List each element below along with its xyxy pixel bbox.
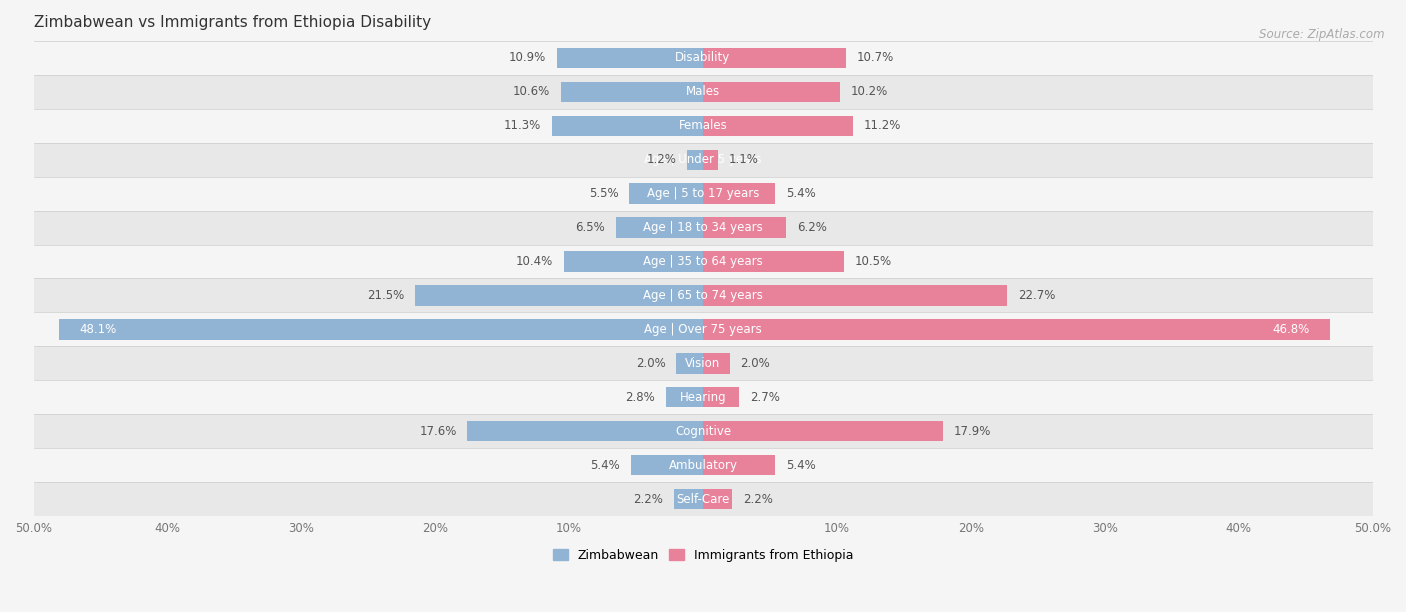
- Text: Cognitive: Cognitive: [675, 425, 731, 438]
- Bar: [34, 448, 1372, 482]
- Text: 10.4%: 10.4%: [516, 255, 553, 268]
- Text: 1.2%: 1.2%: [647, 153, 676, 166]
- Text: 6.2%: 6.2%: [797, 221, 827, 234]
- Text: Zimbabwean vs Immigrants from Ethiopia Disability: Zimbabwean vs Immigrants from Ethiopia D…: [34, 15, 430, 30]
- Text: Disability: Disability: [675, 51, 731, 64]
- Bar: [34, 211, 1372, 245]
- Text: 11.3%: 11.3%: [503, 119, 541, 132]
- Text: 6.5%: 6.5%: [575, 221, 605, 234]
- Bar: [703, 455, 775, 476]
- Text: 11.2%: 11.2%: [863, 119, 901, 132]
- Text: Ambulatory: Ambulatory: [668, 458, 738, 472]
- Legend: Zimbabwean, Immigrants from Ethiopia: Zimbabwean, Immigrants from Ethiopia: [547, 544, 859, 567]
- Text: Source: ZipAtlas.com: Source: ZipAtlas.com: [1260, 28, 1385, 40]
- Bar: [703, 353, 730, 373]
- Text: 48.1%: 48.1%: [79, 323, 117, 336]
- Text: 10.9%: 10.9%: [509, 51, 547, 64]
- Text: 2.0%: 2.0%: [741, 357, 770, 370]
- Bar: [676, 353, 703, 373]
- Bar: [631, 455, 703, 476]
- Text: Age | 65 to 74 years: Age | 65 to 74 years: [643, 289, 763, 302]
- Bar: [34, 313, 1372, 346]
- Text: 5.5%: 5.5%: [589, 187, 619, 200]
- Text: Hearing: Hearing: [679, 391, 727, 404]
- Text: 2.8%: 2.8%: [626, 391, 655, 404]
- Bar: [34, 278, 1372, 313]
- Text: Self-Care: Self-Care: [676, 493, 730, 506]
- Text: 5.4%: 5.4%: [786, 458, 815, 472]
- Bar: [703, 387, 740, 408]
- Bar: [703, 285, 1007, 305]
- Bar: [564, 252, 703, 272]
- Bar: [703, 48, 846, 68]
- Bar: [34, 143, 1372, 177]
- Text: 17.6%: 17.6%: [419, 425, 457, 438]
- Bar: [703, 116, 853, 136]
- Bar: [59, 319, 703, 340]
- Text: 22.7%: 22.7%: [1018, 289, 1054, 302]
- Text: 2.2%: 2.2%: [744, 493, 773, 506]
- Bar: [34, 380, 1372, 414]
- Bar: [34, 41, 1372, 75]
- Bar: [34, 482, 1372, 516]
- Bar: [34, 414, 1372, 448]
- Text: Females: Females: [679, 119, 727, 132]
- Text: Age | Under 5 years: Age | Under 5 years: [644, 153, 762, 166]
- Text: 1.1%: 1.1%: [728, 153, 758, 166]
- Bar: [703, 252, 844, 272]
- Bar: [34, 177, 1372, 211]
- Text: Age | Over 75 years: Age | Over 75 years: [644, 323, 762, 336]
- Text: 17.9%: 17.9%: [953, 425, 991, 438]
- Bar: [34, 109, 1372, 143]
- Text: 10.2%: 10.2%: [851, 85, 887, 99]
- Text: 2.0%: 2.0%: [636, 357, 665, 370]
- Bar: [630, 184, 703, 204]
- Text: 21.5%: 21.5%: [367, 289, 405, 302]
- Text: Males: Males: [686, 85, 720, 99]
- Bar: [703, 421, 942, 441]
- Bar: [561, 81, 703, 102]
- Bar: [665, 387, 703, 408]
- Bar: [703, 184, 775, 204]
- Text: Age | 18 to 34 years: Age | 18 to 34 years: [643, 221, 763, 234]
- Bar: [703, 81, 839, 102]
- Bar: [703, 319, 1330, 340]
- Bar: [673, 489, 703, 509]
- Bar: [703, 149, 717, 170]
- Text: 5.4%: 5.4%: [786, 187, 815, 200]
- Bar: [34, 245, 1372, 278]
- Text: 46.8%: 46.8%: [1272, 323, 1309, 336]
- Text: 2.7%: 2.7%: [749, 391, 780, 404]
- Text: 10.6%: 10.6%: [513, 85, 550, 99]
- Bar: [616, 217, 703, 238]
- Bar: [688, 149, 703, 170]
- Text: Age | 5 to 17 years: Age | 5 to 17 years: [647, 187, 759, 200]
- Text: Vision: Vision: [685, 357, 721, 370]
- Text: 2.2%: 2.2%: [633, 493, 662, 506]
- Bar: [703, 217, 786, 238]
- Bar: [34, 346, 1372, 380]
- Bar: [467, 421, 703, 441]
- Text: 5.4%: 5.4%: [591, 458, 620, 472]
- Text: 10.5%: 10.5%: [855, 255, 891, 268]
- Bar: [34, 75, 1372, 109]
- Bar: [551, 116, 703, 136]
- Text: Age | 35 to 64 years: Age | 35 to 64 years: [643, 255, 763, 268]
- Bar: [557, 48, 703, 68]
- Bar: [703, 489, 733, 509]
- Bar: [415, 285, 703, 305]
- Text: 10.7%: 10.7%: [858, 51, 894, 64]
